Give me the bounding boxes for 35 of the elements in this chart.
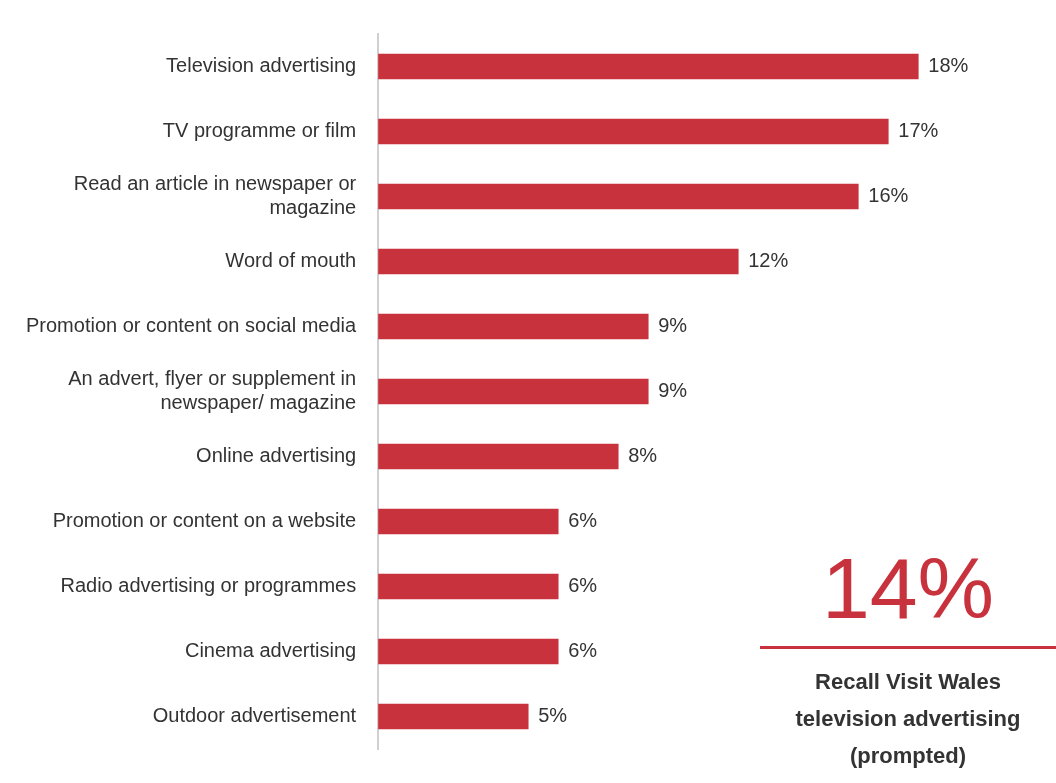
data-label: 5% xyxy=(538,704,568,727)
bar xyxy=(378,183,859,210)
y-tick-label: Cinema advertising xyxy=(184,639,357,662)
annotation: Recall Visit Wales television advertising (prompted) xyxy=(794,668,1022,770)
data-label: 9% xyxy=(658,314,688,337)
y-tick-label: Television advertising xyxy=(166,54,357,77)
bar xyxy=(378,53,919,80)
y-tick-label: Online advertising xyxy=(196,444,357,467)
y-tick-label: TV programme or film xyxy=(162,119,357,142)
data-label: 6% xyxy=(568,509,598,532)
bar xyxy=(378,703,529,730)
y-tick-label: Outdoor advertisement xyxy=(152,704,357,727)
data-label: 9% xyxy=(658,379,688,402)
y-tick-label: An advert, flyer or supplement in newspaper/ magazine xyxy=(68,367,357,414)
data-label: 12% xyxy=(748,249,789,272)
annotation: 14% xyxy=(820,539,996,638)
y-tick-label: Word of mouth xyxy=(225,249,357,272)
y-tick-label: Read an article in newspaper or magazine xyxy=(73,172,357,219)
data-label: 17% xyxy=(898,119,939,142)
bar xyxy=(378,443,619,470)
bar xyxy=(378,573,559,600)
bar xyxy=(378,508,559,535)
data-label: 18% xyxy=(928,54,969,77)
bar xyxy=(378,248,739,275)
bar xyxy=(378,378,649,405)
bar xyxy=(378,638,559,665)
data-label: 16% xyxy=(868,184,909,207)
y-tick-label: Promotion or content on a website xyxy=(52,509,357,532)
y-tick-label: Radio advertising or programmes xyxy=(60,574,357,597)
data-label: 6% xyxy=(568,574,598,597)
bar xyxy=(378,118,889,145)
data-label: 6% xyxy=(568,639,598,662)
data-label: 8% xyxy=(628,444,658,467)
bar xyxy=(378,313,649,340)
y-tick-label: Promotion or content on social media xyxy=(25,314,358,337)
